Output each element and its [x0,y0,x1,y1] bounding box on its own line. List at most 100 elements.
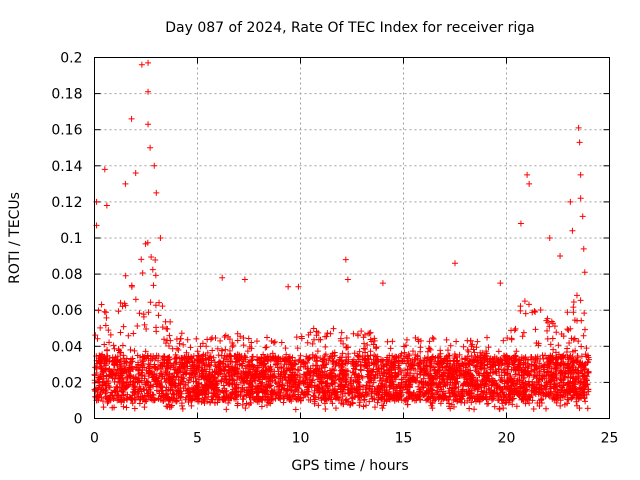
data-point [114,397,121,404]
data-point [495,396,502,403]
data-point [431,358,438,365]
data-point [456,351,463,358]
data-point [447,357,454,364]
data-point [239,401,246,408]
data-point [471,406,478,413]
data-point [415,383,422,390]
data-point [306,370,313,377]
data-point [524,360,531,367]
data-point [414,362,421,369]
data-point [473,377,480,384]
data-point [551,381,558,388]
data-point [559,370,566,377]
data-point [342,359,349,366]
data-point [229,380,236,387]
data-point [92,332,99,339]
data-point [495,348,502,355]
data-point [136,400,143,407]
data-point [434,384,441,391]
data-point [541,361,548,368]
chart-title: Day 087 of 2024, Rate Of TEC Index for r… [165,20,534,36]
data-point [176,363,183,370]
data-point [401,397,408,404]
data-point [190,353,197,360]
data-point [101,308,108,315]
data-point [219,396,226,403]
data-point [570,309,577,316]
data-point [403,360,410,367]
data-point [504,356,511,363]
data-point [264,375,271,382]
data-point [418,378,425,385]
data-point [136,310,143,317]
data-point [516,391,523,398]
data-point [536,364,543,371]
data-point [387,345,394,352]
data-point [537,307,544,314]
data-point [340,340,347,347]
data-point [147,144,154,151]
data-point [580,373,587,380]
data-point [166,332,173,339]
tick-labels: 0 5 10 15 20 25 0 0.02 0.04 0.06 0.08 0.1 0.12 0.14 0.… [51,51,618,447]
y-tick-label: 0.14 [51,159,82,175]
data-point [99,398,106,405]
data-point [309,340,316,347]
data-point [577,297,584,304]
data-point [576,405,583,412]
data-point [270,372,277,379]
data-point [145,88,152,95]
data-point [529,309,536,316]
data-point [555,342,562,349]
data-point [292,357,299,364]
data-point [102,393,109,400]
data-point [530,374,537,381]
data-point [143,387,150,394]
data-point [551,323,558,330]
data-point [227,352,234,359]
data-point [464,390,471,397]
data-point [519,395,526,402]
data-point [282,374,289,381]
data-point [96,376,103,383]
data-point [114,353,121,360]
data-point [489,369,496,376]
data-point [96,359,103,366]
data-point [207,353,214,360]
data-point [298,333,305,340]
data-point [585,356,592,363]
data-point [357,362,364,369]
data-point [549,335,556,342]
data-point [550,384,557,391]
data-point [240,358,247,365]
data-point [177,335,184,342]
data-point [240,369,247,376]
data-point [532,326,539,333]
data-point [445,352,452,359]
data-point [513,370,520,377]
data-point [533,373,540,380]
data-point [285,283,292,290]
data-point [106,384,113,391]
data-point [459,396,466,403]
data-point [356,402,363,409]
data-point [544,369,551,376]
data-point [461,356,468,363]
data-point [494,383,501,390]
data-point [242,365,249,372]
data-point [507,386,514,393]
data-point [138,61,145,68]
data-point [548,318,555,325]
data-point [321,390,328,397]
data-point [496,406,503,413]
data-point [383,367,390,374]
data-point [117,299,124,306]
data-point [319,356,326,363]
data-point [450,371,457,378]
data-point [248,345,255,352]
data-point [134,359,141,366]
data-point [562,390,569,397]
data-point [258,386,265,393]
data-point [321,400,328,407]
data-point [146,361,153,368]
